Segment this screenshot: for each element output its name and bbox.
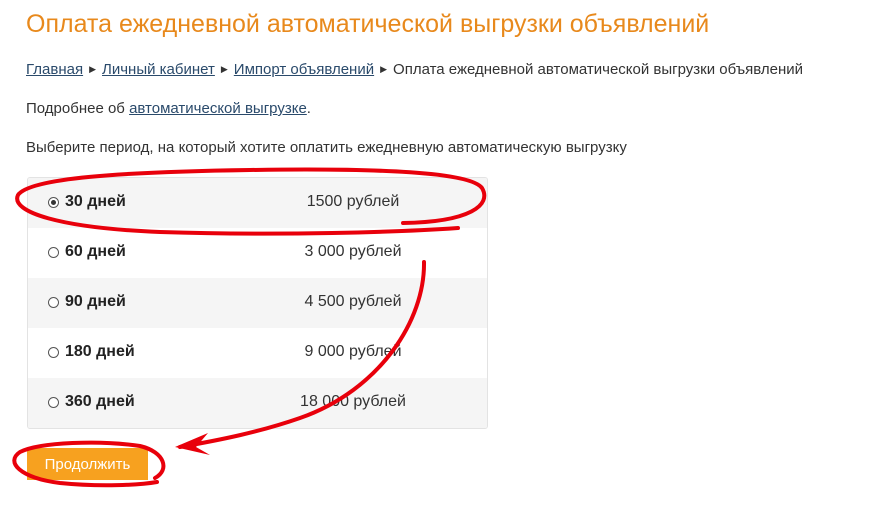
breadcrumb: Главная ▶ Личный кабинет ▶ Импорт объявлений…	[26, 61, 803, 78]
chevron-right-icon: ▶	[380, 64, 388, 74]
annotation-arrowhead	[175, 433, 210, 455]
breadcrumb-import[interactable]: Импорт объявлений	[233, 61, 375, 78]
info-suffix: .	[306, 100, 311, 117]
info-text: Подробнее об автоматической выгрузке.	[26, 100, 311, 117]
breadcrumb-home[interactable]: Главная	[26, 61, 84, 78]
period-option-90[interactable]: 90 дней 4 500 рублей	[28, 278, 487, 328]
radio-button[interactable]	[48, 247, 59, 258]
period-days: 360 дней	[65, 393, 135, 410]
period-price: 18 000 рублей	[300, 393, 406, 410]
period-price: 4 500 рублей	[304, 293, 402, 310]
instruction-text: Выберите период, на который хотите оплат…	[26, 139, 627, 156]
period-days: 60 дней	[65, 243, 126, 260]
radio-button[interactable]	[48, 347, 59, 358]
chevron-right-icon: ▶	[89, 64, 97, 74]
period-price: 1500 рублей	[306, 193, 400, 210]
period-days: 180 дней	[65, 343, 135, 360]
period-option-30[interactable]: 30 дней 1500 рублей	[28, 178, 487, 228]
info-prefix: Подробнее об	[26, 100, 130, 117]
radio-button[interactable]	[48, 197, 59, 208]
period-price: 3 000 рублей	[304, 243, 402, 260]
period-days: 30 дней	[65, 193, 126, 210]
period-price: 9 000 рублей	[304, 343, 402, 360]
breadcrumb-cabinet[interactable]: Личный кабинет	[102, 61, 215, 78]
page-title: Оплата ежедневной автоматической выгрузк…	[26, 10, 710, 38]
period-days: 90 дней	[65, 293, 126, 310]
radio-button[interactable]	[48, 397, 59, 408]
continue-button[interactable]: Продолжить	[27, 448, 148, 480]
period-option-180[interactable]: 180 дней 9 000 рублей	[28, 328, 487, 378]
auto-upload-link[interactable]: автоматической выгрузке	[129, 100, 307, 117]
radio-button[interactable]	[48, 297, 59, 308]
period-option-60[interactable]: 60 дней 3 000 рублей	[28, 228, 487, 278]
chevron-right-icon: ▶	[220, 64, 228, 74]
period-options: 30 дней 1500 рублей 60 дней 3 000 рублей 9…	[27, 177, 488, 429]
breadcrumb-current: Оплата ежедневной автоматической выгрузк…	[393, 61, 803, 78]
period-option-360[interactable]: 360 дней 18 000 рублей	[28, 378, 487, 428]
